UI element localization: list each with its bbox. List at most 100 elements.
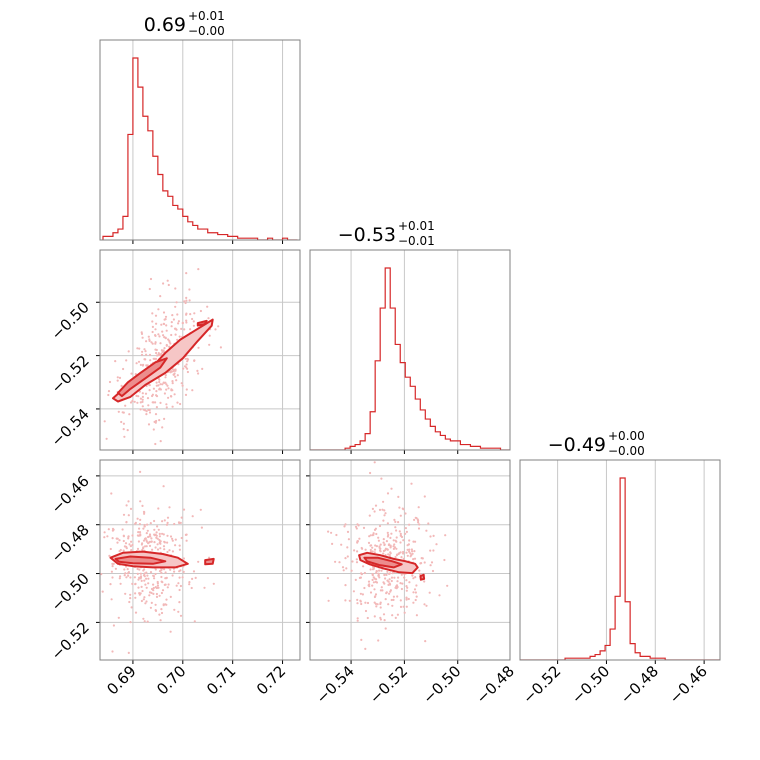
- sample-point: [135, 362, 138, 365]
- sample-point: [364, 609, 368, 613]
- sample-point: [363, 586, 366, 590]
- sample-point: [408, 523, 411, 526]
- sample-point: [162, 322, 166, 326]
- sample-point: [401, 582, 404, 585]
- sample-point: [430, 561, 434, 564]
- sample-point: [327, 599, 330, 602]
- sample-point: [116, 379, 119, 382]
- sample-point: [166, 534, 169, 537]
- sample-point: [395, 554, 398, 557]
- sample-point: [166, 586, 169, 589]
- sample-point: [199, 309, 202, 313]
- sample-point: [169, 535, 173, 538]
- sample-point: [158, 378, 161, 381]
- sample-point: [136, 517, 139, 520]
- sample-point: [129, 401, 133, 404]
- sample-point: [207, 317, 210, 320]
- sample-point: [360, 602, 363, 606]
- y-tick-label: −0.52: [48, 618, 93, 663]
- sample-point: [112, 562, 115, 566]
- sample-point: [410, 482, 413, 485]
- sample-point: [147, 423, 151, 426]
- panel-background: [100, 40, 300, 240]
- sample-point: [373, 551, 376, 554]
- sample-point: [125, 521, 128, 524]
- sample-point: [137, 531, 140, 534]
- sample-point: [166, 550, 169, 554]
- sample-point: [189, 313, 192, 316]
- sample-point: [134, 583, 137, 586]
- sample-point: [112, 528, 115, 531]
- sample-point: [373, 548, 377, 551]
- sample-point: [122, 428, 125, 431]
- sample-point: [356, 617, 359, 620]
- sample-point: [338, 561, 341, 564]
- sample-point: [369, 548, 372, 552]
- sample-point: [154, 342, 157, 345]
- sample-point: [122, 535, 125, 538]
- sample-point: [373, 601, 376, 604]
- sample-point: [423, 603, 426, 606]
- sample-point: [415, 584, 418, 587]
- sample-point: [137, 540, 140, 543]
- sample-point: [162, 381, 165, 384]
- sample-point: [173, 393, 176, 396]
- sample-point: [327, 530, 330, 533]
- sample-point: [403, 576, 406, 579]
- sample-point: [153, 577, 156, 580]
- sample-point: [122, 367, 125, 371]
- sample-point: [166, 541, 169, 544]
- sample-point: [406, 554, 409, 557]
- sample-point: [140, 353, 144, 356]
- y-tick-label: −0.48: [48, 521, 93, 566]
- sample-point: [139, 397, 142, 400]
- sample-point: [389, 536, 392, 540]
- sample-point: [158, 335, 161, 338]
- sample-point: [165, 324, 168, 327]
- sample-point: [160, 567, 163, 571]
- sample-point: [179, 614, 183, 617]
- sample-point: [114, 360, 117, 363]
- sample-point: [164, 376, 167, 379]
- x-tick-label: −0.50: [568, 662, 613, 707]
- sample-point: [107, 393, 110, 397]
- sample-point: [402, 508, 405, 511]
- sample-point: [124, 404, 127, 407]
- sample-point: [387, 580, 390, 583]
- sample-point: [366, 616, 369, 620]
- sample-point: [409, 552, 412, 555]
- sample-point: [148, 384, 151, 387]
- sample-point: [110, 570, 113, 573]
- sample-point: [143, 579, 146, 582]
- sample-point: [432, 534, 435, 538]
- sample-point: [173, 522, 176, 526]
- panel-1-0: [96, 249, 301, 454]
- sample-point: [344, 557, 347, 560]
- sample-point: [357, 524, 360, 527]
- sample-point: [371, 578, 374, 582]
- sample-point: [367, 541, 371, 545]
- sample-point: [392, 595, 395, 598]
- sample-point: [384, 512, 387, 515]
- sample-point: [380, 477, 383, 480]
- sample-point: [373, 615, 376, 618]
- sample-point: [160, 608, 163, 611]
- sample-point: [155, 406, 158, 409]
- sample-point: [165, 598, 168, 601]
- sample-point: [180, 536, 183, 540]
- sample-point: [145, 545, 148, 548]
- sample-point: [128, 413, 131, 416]
- sample-point: [143, 523, 146, 527]
- sample-point: [162, 350, 165, 353]
- sample-point: [106, 535, 109, 538]
- sample-point: [151, 320, 154, 323]
- sample-point: [141, 542, 144, 545]
- sample-point: [170, 395, 173, 398]
- sample-point: [162, 311, 166, 314]
- sample-point: [383, 509, 386, 512]
- sample-point: [382, 613, 386, 616]
- sample-point: [161, 330, 164, 333]
- sample-point: [219, 346, 222, 349]
- sample-point: [159, 542, 162, 545]
- sample-point: [127, 500, 130, 503]
